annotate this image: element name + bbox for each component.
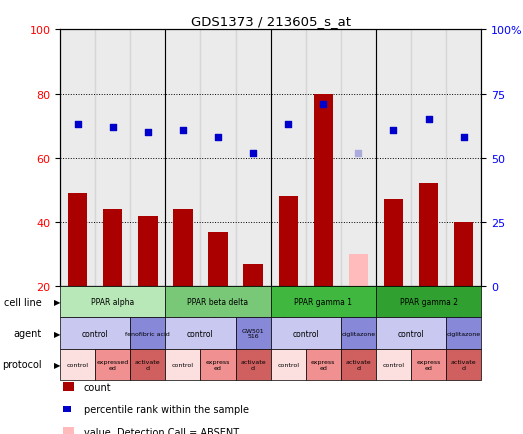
Point [179, 127, 187, 134]
Point [319, 101, 327, 108]
Text: protocol: protocol [2, 360, 42, 369]
Text: fenofibric acid: fenofibric acid [126, 331, 170, 336]
Bar [103, 210, 122, 286]
Point [424, 116, 433, 123]
Bar [208, 232, 228, 286]
Text: PPAR gamma 1: PPAR gamma 1 [294, 298, 353, 306]
Text: activate
d: activate d [240, 359, 266, 370]
Bar [314, 94, 333, 286]
Bar [411, 30, 446, 286]
Point [249, 150, 257, 157]
Text: control: control [172, 362, 194, 367]
Bar [244, 264, 263, 286]
Point [284, 122, 292, 128]
Text: control: control [382, 362, 404, 367]
Bar [349, 254, 368, 286]
Text: ▶: ▶ [54, 298, 61, 306]
Text: count: count [84, 382, 111, 391]
Text: control: control [277, 362, 299, 367]
Text: control: control [82, 329, 109, 338]
Bar [454, 222, 473, 286]
Text: value, Detection Call = ABSENT: value, Detection Call = ABSENT [84, 427, 239, 434]
Bar [384, 200, 403, 286]
Text: control: control [187, 329, 214, 338]
Text: activate
d: activate d [346, 359, 371, 370]
Bar [279, 197, 298, 286]
Point [214, 135, 222, 141]
Bar [165, 30, 200, 286]
Text: PPAR gamma 2: PPAR gamma 2 [400, 298, 458, 306]
Bar [95, 30, 130, 286]
Text: express
ed: express ed [206, 359, 230, 370]
Text: control: control [397, 329, 424, 338]
Bar [200, 30, 235, 286]
Text: control: control [292, 329, 319, 338]
Point [459, 135, 468, 141]
Title: GDS1373 / 213605_s_at: GDS1373 / 213605_s_at [191, 15, 350, 28]
Bar [341, 30, 376, 286]
Text: PPAR alpha: PPAR alpha [91, 298, 134, 306]
Point [354, 150, 362, 157]
Text: activate
d: activate d [451, 359, 476, 370]
Text: agent: agent [14, 329, 42, 338]
Bar [306, 30, 341, 286]
Bar [68, 194, 87, 286]
Point [389, 127, 397, 134]
Bar [376, 30, 411, 286]
Text: ▶: ▶ [54, 329, 61, 338]
Bar [419, 184, 438, 286]
Text: cell line: cell line [4, 297, 42, 307]
Text: activate
d: activate d [135, 359, 161, 370]
Bar [173, 210, 192, 286]
Bar [446, 30, 481, 286]
Point [109, 124, 117, 131]
Text: express
ed: express ed [311, 359, 335, 370]
Bar [235, 30, 271, 286]
Text: express
ed: express ed [416, 359, 441, 370]
Text: ▶: ▶ [54, 360, 61, 369]
Text: control: control [67, 362, 89, 367]
Point [74, 122, 82, 128]
Bar [138, 216, 157, 286]
Text: ciglitazone: ciglitazone [447, 331, 481, 336]
Text: expressed
ed: expressed ed [97, 359, 129, 370]
Text: percentile rank within the sample: percentile rank within the sample [84, 404, 248, 414]
Text: ciglitazone: ciglitazone [342, 331, 376, 336]
Bar [271, 30, 306, 286]
Point [144, 129, 152, 136]
Bar [130, 30, 165, 286]
Bar [60, 30, 95, 286]
Text: PPAR beta delta: PPAR beta delta [187, 298, 248, 306]
Text: GW501
516: GW501 516 [242, 328, 265, 339]
